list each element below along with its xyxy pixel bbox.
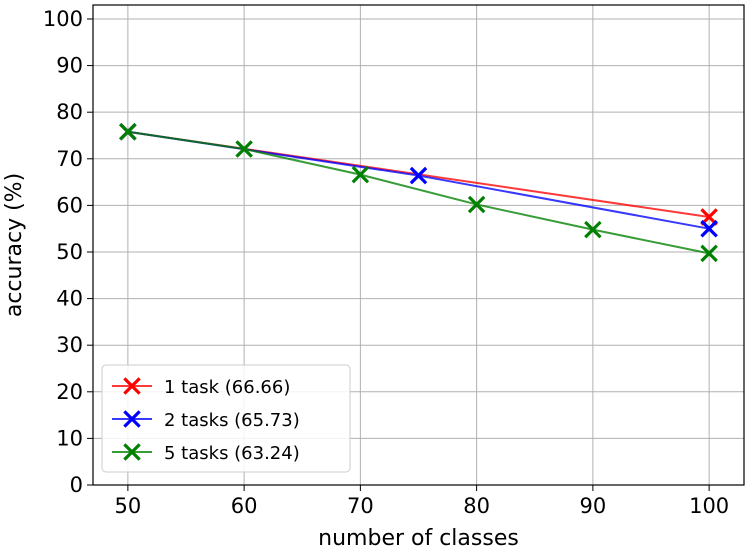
marker-stroke [700,244,718,263]
marker-stroke [409,166,428,185]
data-point [700,208,718,226]
y-tick-label: 70 [56,147,83,171]
x-tick-label: 70 [347,494,374,518]
legend-item-1: 1 task (66.66) [112,377,290,398]
data-point [467,195,486,214]
marker-stroke [123,377,141,395]
legend-marker [123,410,141,428]
series-2 [119,122,718,238]
legend-item-2: 2 tasks (65.73) [112,410,300,431]
data-point [409,166,428,185]
plot-frame [92,4,745,486]
y-tick-label: 80 [56,100,83,124]
y-tick-label: 10 [56,426,83,450]
y-tick-label: 30 [56,333,83,357]
series-line [127,130,710,255]
data-point [700,219,718,238]
data-point [700,244,718,263]
series-3 [119,122,718,263]
y-tick-label: 100 [43,7,83,31]
x-axis-label: number of classes [318,526,519,548]
data-point [584,220,602,239]
marker-stroke [700,219,718,238]
y-tick-label: 50 [56,240,83,264]
y-tick-label: 40 [56,287,83,311]
legend-marker [123,443,141,461]
marker-stroke [700,208,718,226]
y-tick-label: 0 [70,473,83,497]
legend: 1 task (66.66) 2 tasks (65.73) 5 tasks (63… [101,364,351,473]
marker-stroke [123,410,141,428]
x-tick-label: 60 [231,494,258,518]
marker-stroke [351,165,370,184]
data-point [351,165,370,184]
y-tick-label: 90 [56,54,83,78]
y-tick-label: 20 [56,380,83,404]
data-point [235,140,253,158]
data-point [119,122,137,141]
legend-item-3: 5 tasks (63.24) [112,443,300,464]
x-tick-label: 80 [463,494,490,518]
marker-stroke [467,195,486,214]
legend-label: 1 task (66.66) [164,377,290,398]
legend-label: 5 tasks (63.24) [164,443,300,464]
x-tick-label: 100 [689,494,729,518]
axis-ticks: 50 60 70 80 90 100 0 10 20 30 40 50 60 70 80 90 100 [43,7,729,518]
y-axis-label: accuracy (%) [2,173,27,317]
marker-stroke [119,122,137,141]
legend-label: 2 tasks (65.73) [164,410,300,431]
legend-marker [123,377,141,395]
series-line [127,130,710,230]
y-tick-label: 60 [56,193,83,217]
series-layer [119,122,718,263]
marker-stroke [235,140,253,158]
marker-stroke [584,220,602,239]
x-tick-label: 50 [115,494,142,518]
x-tick-label: 90 [580,494,607,518]
marker-stroke [123,443,141,461]
legend-box [101,364,351,473]
